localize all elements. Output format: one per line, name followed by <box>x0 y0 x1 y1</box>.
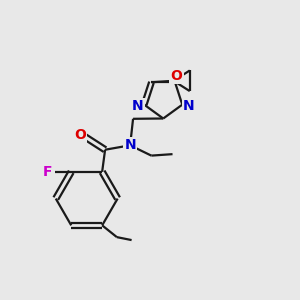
Text: N: N <box>183 99 195 113</box>
Text: O: O <box>171 69 182 83</box>
Text: N: N <box>132 99 143 113</box>
Text: F: F <box>43 165 52 179</box>
Text: O: O <box>74 128 86 142</box>
Text: N: N <box>124 138 136 152</box>
